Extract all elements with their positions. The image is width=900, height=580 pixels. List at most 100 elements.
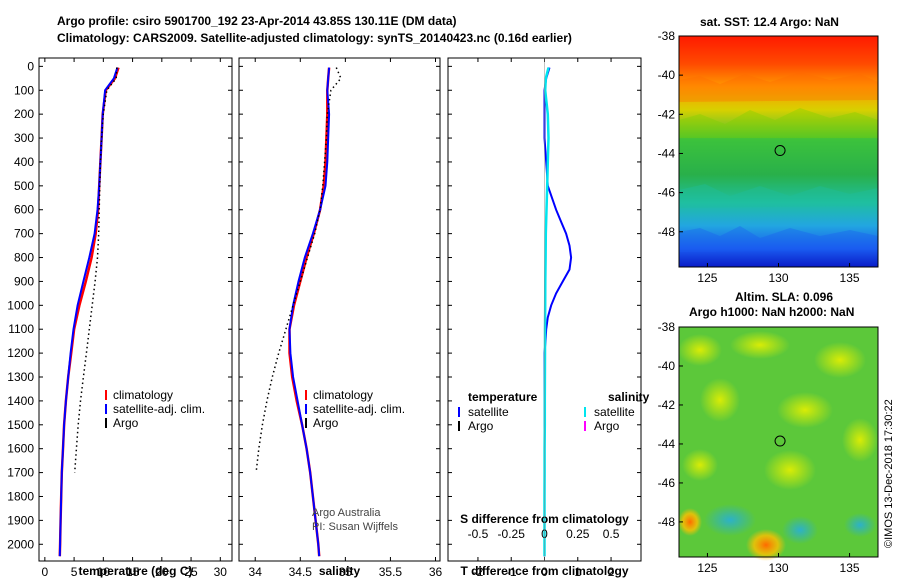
depth-tick-label: 0 xyxy=(27,59,34,73)
depth-tick-label: 2000 xyxy=(7,537,34,551)
legend-label: satellite-adj. clim. xyxy=(313,402,405,416)
title-line-2: Climatology: CARS2009. Satellite-adjuste… xyxy=(57,31,572,45)
x-tick-label: 34.5 xyxy=(289,565,313,579)
plot-frame xyxy=(238,57,441,562)
x-tick-label: 25 xyxy=(184,565,198,579)
x-tick-label: 15 xyxy=(126,565,140,579)
x-tick-label: 1 xyxy=(574,565,581,579)
legend-swatch xyxy=(305,390,307,400)
x-axis-label: salinity xyxy=(319,564,361,578)
salinity-diff-tick-label: -0.5 xyxy=(468,527,489,541)
sst-map-panel: sat. SST: 12.4 Argo: NaN 125 130 135 -38 -40… xyxy=(658,15,879,285)
map-y-tick-label: -42 xyxy=(658,398,676,412)
series-line-climatology xyxy=(58,67,120,557)
legend-label: Argo xyxy=(468,419,494,433)
map-y-tick-label: -40 xyxy=(658,68,676,82)
sla-argo-location-marker xyxy=(774,435,786,447)
map-y-tick-label: -46 xyxy=(658,186,676,200)
depth-tick-label: 400 xyxy=(14,155,34,169)
depth-tick-label: 100 xyxy=(14,83,34,97)
depth-tick-label: 500 xyxy=(14,179,34,193)
legend-swatch xyxy=(584,407,586,417)
depth-tick-label: 200 xyxy=(14,107,34,121)
legend-swatch xyxy=(584,421,586,431)
x-axis-label: temperature (deg C) xyxy=(78,564,192,578)
sla-texture xyxy=(678,331,878,561)
x-tick-label: -2 xyxy=(473,565,484,579)
map-y-tick-label: -44 xyxy=(658,437,676,451)
sst-argo-location-marker xyxy=(774,145,786,157)
map-y-tick-label: -38 xyxy=(658,29,676,43)
map-x-tick-label: 130 xyxy=(768,271,788,285)
depth-tick-label: 900 xyxy=(14,274,34,288)
depth-tick-label: 1300 xyxy=(7,370,34,384)
legend-label: climatology xyxy=(113,388,173,402)
depth-tick-label: 1000 xyxy=(7,298,34,312)
salinity-diff-tick-label: 0.25 xyxy=(566,527,590,541)
legend-label: satellite xyxy=(594,405,635,419)
depth-tick-label: 1200 xyxy=(7,346,34,360)
map-y-tick-label: -42 xyxy=(658,107,676,121)
legend-label: satellite xyxy=(468,405,509,419)
legend-label: satellite-adj. clim. xyxy=(113,402,205,416)
imos-timestamp: ©IMOS 13-Dec-2018 17:30:22 xyxy=(883,399,895,548)
sla-map-subtitle: Argo h1000: NaN h2000: NaN xyxy=(689,305,854,319)
credit-line-1: Argo Australia xyxy=(312,507,381,519)
series-line-satellite-adj-clim- xyxy=(288,67,331,557)
legend-temperature-title: temperature xyxy=(468,390,538,404)
map-x-tick-label: 135 xyxy=(840,271,860,285)
map-y-tick-label: -46 xyxy=(658,476,676,490)
x-tick-label: 35 xyxy=(339,565,353,579)
legend-label: Argo xyxy=(594,419,620,433)
series-line-climatology xyxy=(288,67,331,557)
x-tick-label: 34 xyxy=(249,565,263,579)
sla-map-panel: Altim. SLA: 0.096 Argo h1000: NaN h2000:… xyxy=(658,290,879,575)
map-y-tick-label: -38 xyxy=(658,320,676,334)
x-tick-label: 10 xyxy=(97,565,111,579)
salinity-diff-tick-label: 0.5 xyxy=(603,527,620,541)
depth-tick-label: 700 xyxy=(14,227,34,241)
legend-swatch xyxy=(105,390,107,400)
map-x-tick-label: 130 xyxy=(768,561,788,575)
x-tick-label: 20 xyxy=(155,565,169,579)
sst-texture xyxy=(679,72,878,252)
x-tick-label: -1 xyxy=(506,565,517,579)
x-tick-label: 36 xyxy=(429,565,443,579)
depth-tick-label: 300 xyxy=(14,131,34,145)
legend-label: climatology xyxy=(313,388,373,402)
credit-line-2: PI: Susan Wijffels xyxy=(312,521,398,533)
depth-tick-label: 1100 xyxy=(8,322,34,336)
plot-frame xyxy=(38,57,233,562)
sst-heatmap xyxy=(679,36,878,267)
difference-panel: -2 -1 0 1 2T difference from climatology temp… xyxy=(447,57,650,579)
legend-label: Argo xyxy=(313,416,339,430)
map-x-tick-label: 135 xyxy=(840,561,860,575)
legend-swatch xyxy=(305,404,307,414)
temperature-panel: 0100200300400500600700800900100011001200… xyxy=(7,57,233,579)
x-axis-label: T difference from climatology xyxy=(460,564,628,578)
legend-label: Argo xyxy=(113,416,139,430)
x-tick-label: 2 xyxy=(608,565,615,579)
map-y-tick-label: -48 xyxy=(658,225,676,239)
map-x-tick-label: 125 xyxy=(697,271,717,285)
depth-tick-label: 1600 xyxy=(7,442,34,456)
map-y-tick-label: -40 xyxy=(658,359,676,373)
depth-tick-label: 1800 xyxy=(7,489,34,503)
sst-map-title: sat. SST: 12.4 Argo: NaN xyxy=(700,15,839,29)
legend-swatch xyxy=(458,407,460,417)
depth-tick-label: 1700 xyxy=(7,466,34,480)
x-tick-label: 0 xyxy=(42,565,49,579)
legend-salinity-title: salinity xyxy=(608,390,650,404)
legend-swatch xyxy=(458,421,460,431)
x-tick-label: 0 xyxy=(541,565,548,579)
series-line-argo xyxy=(73,67,118,473)
map-y-tick-label: -44 xyxy=(658,146,676,160)
legend-swatch xyxy=(105,404,107,414)
legend-swatch xyxy=(305,418,307,428)
sla-map-title: Altim. SLA: 0.096 xyxy=(735,290,833,304)
map-y-tick-label: -48 xyxy=(658,515,676,529)
depth-tick-label: 600 xyxy=(14,203,34,217)
depth-tick-label: 800 xyxy=(14,251,34,265)
depth-tick-label: 1400 xyxy=(7,394,34,408)
